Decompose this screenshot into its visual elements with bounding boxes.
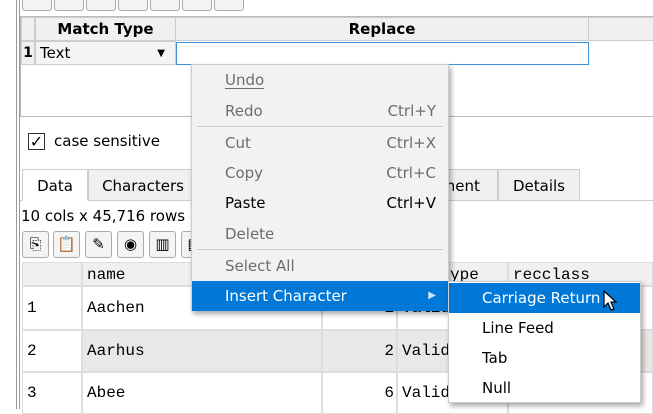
header-replace[interactable]: Replace bbox=[175, 17, 589, 41]
match-type-value: Text bbox=[40, 44, 71, 62]
rows-summary: 10 cols x 45,716 rows bbox=[21, 207, 186, 225]
export-file-icon[interactable]: ⎘ bbox=[22, 231, 49, 258]
menu-item-paste[interactable]: Paste Ctrl+V bbox=[192, 188, 448, 218]
menu-item-delete[interactable]: Delete bbox=[192, 219, 448, 249]
context-menu: Undo Redo Ctrl+Y Cut Ctrl+X Copy Ctrl+C Pas… bbox=[191, 64, 449, 311]
row-number: 3 bbox=[22, 372, 82, 414]
label: Undo bbox=[225, 71, 265, 89]
row-number: 2 bbox=[22, 330, 82, 372]
grid-cell[interactable]: 2 bbox=[322, 330, 397, 372]
menu-item-redo[interactable]: Redo Ctrl+Y bbox=[192, 96, 448, 126]
case-sensitive-label: case sensitive bbox=[54, 132, 160, 150]
tab-details[interactable]: Details bbox=[498, 169, 580, 201]
columns-icon[interactable]: ▥ bbox=[149, 231, 176, 258]
label: Line Feed bbox=[482, 319, 554, 337]
row-number: 1 bbox=[22, 286, 82, 330]
replace-input[interactable] bbox=[176, 42, 589, 65]
submenu-arrow-icon: ▶ bbox=[428, 290, 436, 301]
header-extra bbox=[588, 17, 653, 41]
menu-separator bbox=[197, 249, 443, 250]
menu-item-copy[interactable]: Copy Ctrl+C bbox=[192, 158, 448, 188]
toolbar-button[interactable] bbox=[150, 0, 180, 11]
submenu-item-tab[interactable]: Tab bbox=[449, 343, 640, 373]
label: Cut bbox=[225, 134, 251, 152]
label: Carriage Return bbox=[482, 289, 601, 307]
match-type-select[interactable]: Text ▼ bbox=[35, 41, 176, 65]
tab-characters[interactable]: Characters bbox=[88, 169, 198, 201]
shortcut: Ctrl+C bbox=[386, 164, 436, 182]
header-match-type[interactable]: Match Type bbox=[35, 17, 176, 41]
label: Paste bbox=[225, 194, 266, 212]
label: Delete bbox=[225, 225, 275, 243]
menu-item-insert-character[interactable]: Insert Character ▶ bbox=[192, 281, 448, 311]
menu-item-select-all[interactable]: Select All bbox=[192, 251, 448, 281]
submenu-item-null[interactable]: Null bbox=[449, 373, 640, 403]
shortcut: Ctrl+V bbox=[386, 194, 436, 212]
checkmark-icon: ✓ bbox=[28, 131, 45, 151]
submenu-item-line-feed[interactable]: Line Feed bbox=[449, 313, 640, 343]
paste-icon[interactable]: 📋 bbox=[53, 231, 80, 258]
grid-cell[interactable]: Aarhus bbox=[82, 330, 322, 372]
toolbar-button[interactable] bbox=[118, 0, 148, 11]
tab-data[interactable]: Data bbox=[22, 169, 88, 201]
window-border bbox=[16, 0, 20, 409]
mouse-cursor-icon bbox=[603, 290, 618, 311]
corner bbox=[21, 17, 35, 41]
shortcut: Ctrl+X bbox=[386, 134, 436, 152]
edit-icon[interactable]: ✎ bbox=[85, 231, 112, 258]
label: Null bbox=[482, 379, 512, 397]
view-icon[interactable]: ◉ bbox=[117, 231, 144, 258]
grid-cell[interactable]: Abee bbox=[82, 372, 322, 414]
label: Select All bbox=[225, 257, 295, 275]
grid-header-rownum bbox=[22, 262, 82, 286]
row-number: 1 bbox=[21, 41, 35, 65]
menu-item-undo[interactable]: Undo bbox=[192, 65, 448, 95]
dropdown-arrow-icon: ▼ bbox=[157, 48, 165, 59]
label: Tab bbox=[482, 349, 508, 367]
grid-cell[interactable]: 6 bbox=[322, 372, 397, 414]
shortcut: Ctrl+Y bbox=[387, 102, 436, 120]
menu-item-cut[interactable]: Cut Ctrl+X bbox=[192, 128, 448, 158]
menu-separator bbox=[197, 126, 443, 127]
case-sensitive-checkbox[interactable]: ✓ case sensitive bbox=[28, 132, 160, 150]
label: Insert Character bbox=[225, 287, 347, 305]
toolbar-button[interactable] bbox=[86, 0, 116, 11]
toolbar-button[interactable] bbox=[214, 0, 244, 11]
label: Redo bbox=[225, 102, 263, 120]
filter-table: Match Type Replace 1 Text ▼ bbox=[20, 16, 653, 117]
toolbar-button[interactable] bbox=[54, 0, 84, 11]
toolbar-button[interactable] bbox=[182, 0, 212, 11]
label: Copy bbox=[225, 164, 264, 182]
toolbar-button[interactable] bbox=[22, 0, 52, 11]
